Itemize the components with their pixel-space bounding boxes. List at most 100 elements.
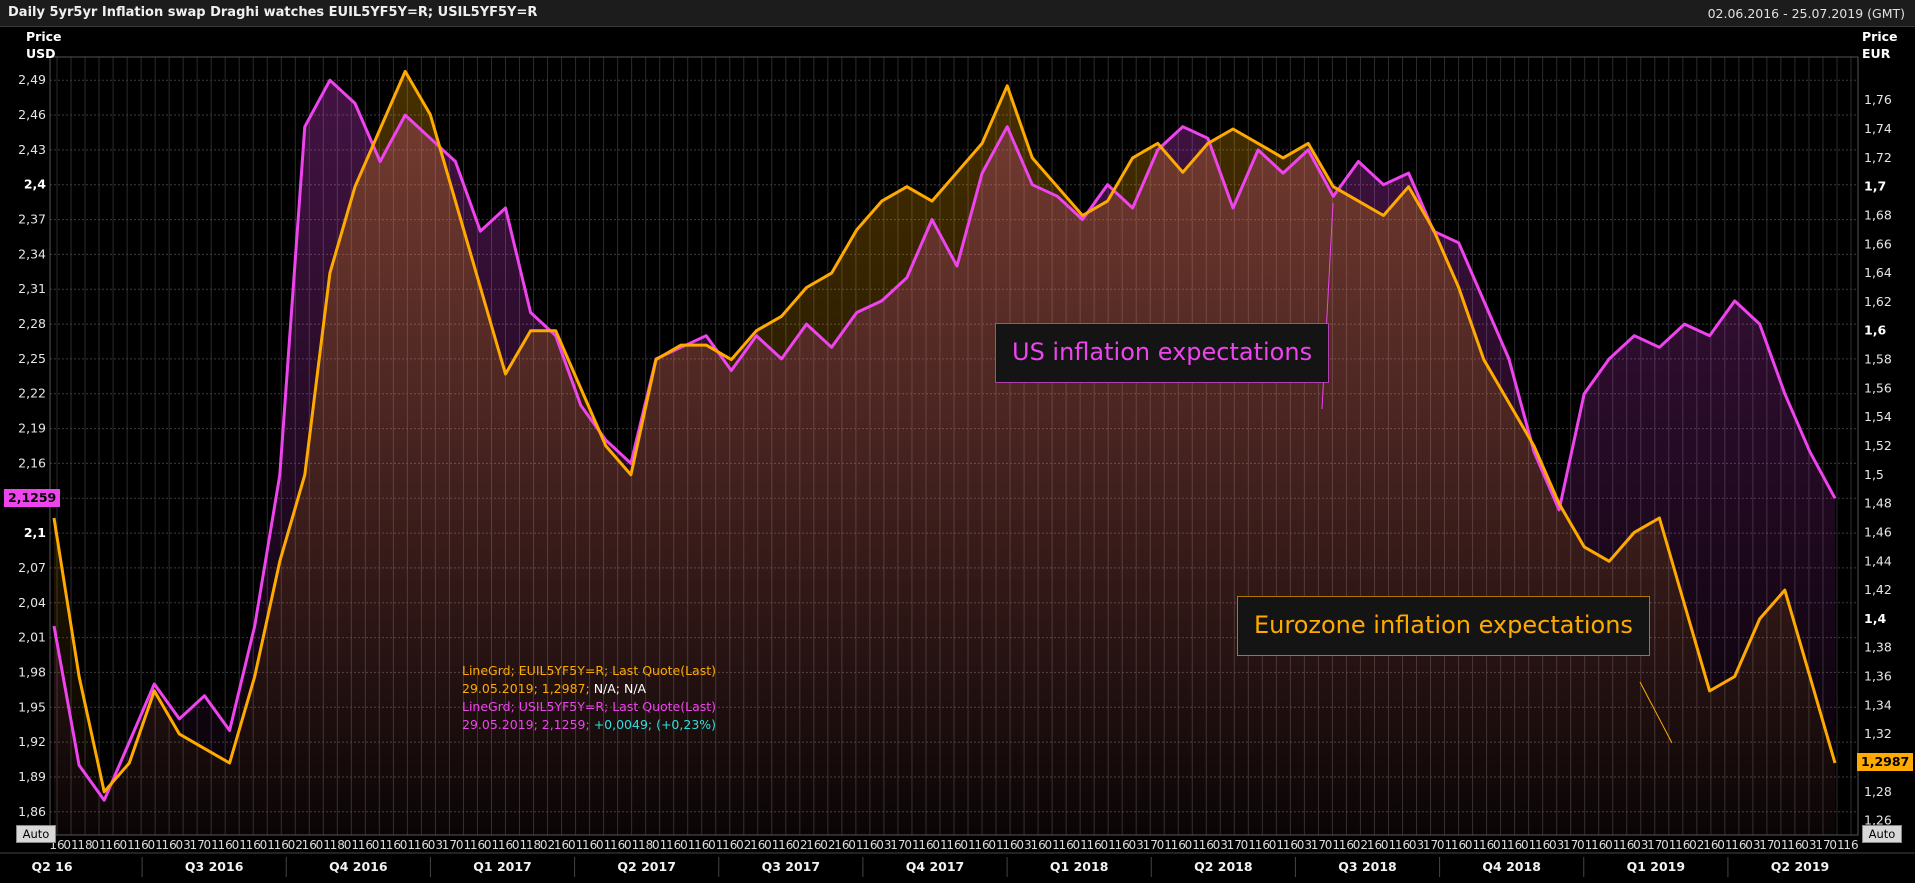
x-axis-tick-label: 17 bbox=[1647, 838, 1662, 852]
x-axis-tick-label: 01 bbox=[1577, 838, 1592, 852]
x-axis-tick-label: 16 bbox=[1283, 838, 1298, 852]
quarter-label: Q1 2018 bbox=[1050, 859, 1108, 874]
x-axis-tick-label: 02 bbox=[736, 838, 751, 852]
x-axis-tick-label: 01 bbox=[484, 838, 499, 852]
x-axis-tick-label: 16 bbox=[358, 838, 373, 852]
x-axis-tick-label: 01 bbox=[1072, 838, 1087, 852]
legend-us-quote-value: 29.05.2019; 2,1259; bbox=[462, 717, 594, 732]
right-axis-tick-label: 1,76 bbox=[1864, 92, 1892, 107]
x-axis-tick-label: 16 bbox=[806, 838, 821, 852]
quarter-label: Q1 2019 bbox=[1627, 859, 1685, 874]
eurozone-annotation: Eurozone inflation expectations bbox=[1237, 596, 1650, 656]
left-axis-label-currency: USD bbox=[26, 46, 56, 61]
quarter-label: Q4 2016 bbox=[329, 859, 388, 874]
x-axis-tick-label: 16 bbox=[1703, 838, 1718, 852]
left-axis-tick-label: 1,89 bbox=[18, 769, 46, 784]
right-axis-tick-label: 1,56 bbox=[1864, 380, 1892, 395]
x-axis-tick-label: 01 bbox=[960, 838, 975, 852]
title-bar: Daily 5yr5yr Inflation swap Draghi watch… bbox=[0, 0, 1915, 27]
left-axis-tick-label: 1,95 bbox=[18, 699, 46, 714]
x-axis-tick-label: 16 bbox=[554, 838, 569, 852]
x-axis-tick-label: 01 bbox=[260, 838, 275, 852]
x-axis-tick-label: 01 bbox=[344, 838, 359, 852]
x-axis-tick-label: 17 bbox=[1143, 838, 1158, 852]
left-axis-tick-label: 2,37 bbox=[18, 212, 46, 227]
x-axis-tick-label: 02 bbox=[540, 838, 555, 852]
right-axis-tick-label: 1,54 bbox=[1864, 409, 1892, 424]
x-axis-tick-label: 18 bbox=[77, 838, 92, 852]
x-axis-tick-label: 01 bbox=[1157, 838, 1172, 852]
eur-last-price-badge: 1,2987 bbox=[1857, 753, 1914, 771]
x-axis-tick-label: 16 bbox=[1058, 838, 1073, 852]
x-axis-tick-label: 03 bbox=[1016, 838, 1031, 852]
x-axis-tick-label: 03 bbox=[1213, 838, 1228, 852]
x-axis-tick-label: 02 bbox=[820, 838, 835, 852]
quarter-labels: Q2 16 Q3 2016 Q4 2016 Q1 2017 Q2 2017 Q3 2017… bbox=[31, 857, 1829, 877]
x-axis-tick-label: 01 bbox=[1044, 838, 1059, 852]
right-axis-tick-label: 1,32 bbox=[1864, 726, 1892, 741]
x-axis-tick-label: 17 bbox=[1311, 838, 1326, 852]
x-axis-tick-label: 16 bbox=[918, 838, 933, 852]
x-axis-tick-label: 03 bbox=[1801, 838, 1816, 852]
x-axis-tick-label: 01 bbox=[204, 838, 219, 852]
right-axis-ticks: 1,261,281,31,321,341,361,381,41,421,441,… bbox=[1864, 92, 1892, 827]
x-axis-tick-label: 18 bbox=[638, 838, 653, 852]
auto-scale-left-button[interactable]: Auto bbox=[16, 825, 56, 843]
x-axis-tick-label: 16 bbox=[498, 838, 513, 852]
x-axis-tick-label: 16 bbox=[1507, 838, 1522, 852]
legend-us-series: LineGrd; USIL5YF5Y=R; Last Quote(Last) bbox=[462, 699, 717, 714]
x-axis-tick-label: 16 bbox=[1395, 838, 1410, 852]
x-axis-tick-label: 16 bbox=[582, 838, 597, 852]
x-axis-tick-label: 16 bbox=[694, 838, 709, 852]
quarter-label: Q2 2017 bbox=[617, 859, 675, 874]
x-axis-tick-label: 01 bbox=[232, 838, 247, 852]
right-axis-tick-label: 1,6 bbox=[1864, 323, 1886, 338]
x-axis-tick-label: 16 bbox=[1787, 838, 1802, 852]
x-axis-tick-label: 16 bbox=[666, 838, 681, 852]
series-line-EUIL5YF5Y=R bbox=[52, 69, 1837, 794]
auto-scale-right-button[interactable]: Auto bbox=[1862, 825, 1902, 843]
x-axis-tick-label: 01 bbox=[91, 838, 106, 852]
x-axis-tick-label: 16 bbox=[610, 838, 625, 852]
x-axis-tick-label: 01 bbox=[147, 838, 162, 852]
x-axis-tick-label: 01 bbox=[568, 838, 583, 852]
x-axis-tick-label: 16 bbox=[161, 838, 176, 852]
x-axis-tick-label: 16 bbox=[105, 838, 120, 852]
date-range: 02.06.2016 - 25.07.2019 (GMT) bbox=[1707, 6, 1905, 21]
x-axis-tick-label: 17 bbox=[1423, 838, 1438, 852]
x-axis-tick-label: 01 bbox=[316, 838, 331, 852]
legend-eur-series: LineGrd; EUIL5YF5Y=R; Last Quote(Last) bbox=[462, 663, 716, 678]
left-axis-tick-label: 2,43 bbox=[18, 142, 46, 157]
x-axis-tick-label: 18 bbox=[526, 838, 541, 852]
x-axis-tick-label: 16 bbox=[1479, 838, 1494, 852]
x-axis-tick-label: 03 bbox=[1549, 838, 1564, 852]
legend-eur-quote-value: 29.05.2019; 1,2987; bbox=[462, 681, 594, 696]
chart-canvas[interactable]: 1,861,891,921,951,982,012,042,072,12,132… bbox=[0, 27, 1915, 883]
x-axis-tick-label: 16 bbox=[246, 838, 261, 852]
left-axis-tick-label: 2,49 bbox=[18, 72, 46, 87]
x-axis-tick-label: 01 bbox=[652, 838, 667, 852]
left-axis-tick-label: 2,22 bbox=[18, 386, 46, 401]
x-axis-tick-label: 01 bbox=[1717, 838, 1732, 852]
x-axis-tick-label: 16 bbox=[1535, 838, 1550, 852]
x-axis-tick-label: 16 bbox=[1339, 838, 1354, 852]
left-axis-tick-label: 2,31 bbox=[18, 281, 46, 296]
x-axis-tick-label: 03 bbox=[428, 838, 443, 852]
x-axis-tick-label: 03 bbox=[1129, 838, 1144, 852]
x-axis-tick-label: 01 bbox=[400, 838, 415, 852]
x-axis-tick-label: 01 bbox=[1605, 838, 1620, 852]
x-axis-tick-label: 01 bbox=[988, 838, 1003, 852]
x-axis-tick-label: 01 bbox=[764, 838, 779, 852]
right-axis-tick-label: 1,7 bbox=[1864, 179, 1886, 194]
x-axis-tick-label: 17 bbox=[1759, 838, 1774, 852]
legend-us-change: +0,0049; (+0,23%) bbox=[593, 717, 717, 732]
chart-title: Daily 5yr5yr Inflation swap Draghi watch… bbox=[8, 5, 538, 20]
x-axis-tick-label: 16 bbox=[218, 838, 233, 852]
x-axis-tick-label: 01 bbox=[1661, 838, 1676, 852]
x-axis-tick-label: 16 bbox=[1731, 838, 1746, 852]
series-lines bbox=[52, 69, 1837, 802]
right-axis-tick-label: 1,34 bbox=[1864, 697, 1892, 712]
quarter-label: Q4 2017 bbox=[906, 859, 964, 874]
x-axis-tick-label: 01 bbox=[512, 838, 527, 852]
x-axis-tick-label: 01 bbox=[904, 838, 919, 852]
